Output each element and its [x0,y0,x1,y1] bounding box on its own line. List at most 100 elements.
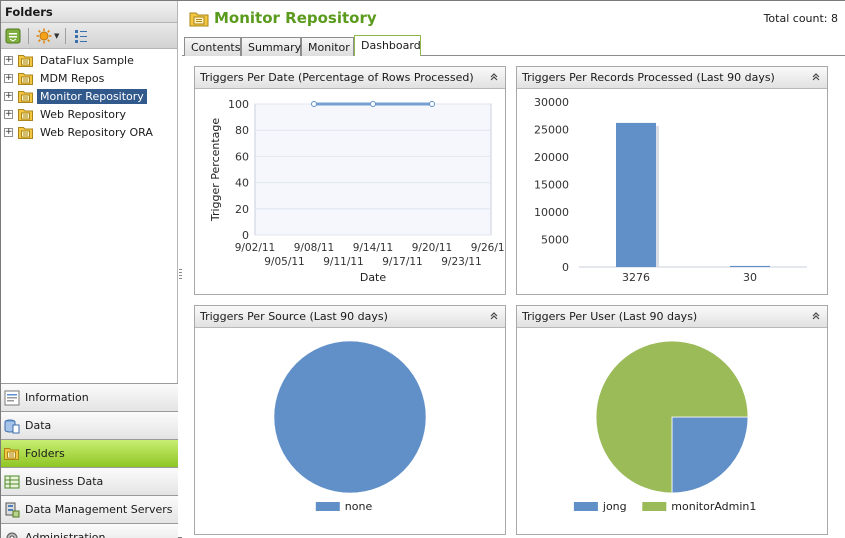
tree-item-label: MDM Repos [40,71,105,85]
bar-chart: 0 5000 10000 15000 20000 25000 30000 3276 30 [534,96,807,284]
y-tick-label: 20 [235,203,249,216]
servers-icon [4,502,20,518]
pie-chart-source: none [273,340,427,513]
panel-title: Triggers Per User (Last 90 days) [522,310,698,323]
plot-area [254,103,492,236]
legend-swatch [573,502,598,511]
sidebar: Folders ▼ + DataFlux Sample + MDM Repos + Mon… [1,1,178,538]
new-item-icon[interactable] [35,27,53,45]
x-tick-label: 9/23/11 [441,256,481,268]
data-point [429,101,435,107]
panel-title: Triggers Per Source (Last 90 days) [200,310,388,323]
toolbar-separator [28,27,29,44]
repository-folder-icon [18,89,33,103]
x-tick-label: 9/17/11 [382,256,422,268]
collapse-all-icon[interactable] [4,27,22,45]
collapse-icon[interactable] [810,310,822,322]
folders-toolbar: ▼ [1,23,177,49]
y-tick-label: 60 [235,150,249,163]
page-header: Monitor Repository Total count: 8 [182,1,845,37]
tree-item[interactable]: + DataFlux Sample [1,51,177,69]
nav-item-label: Business Data [25,475,104,488]
collapse-icon[interactable] [488,310,500,322]
nav-item-administration[interactable]: Administration [1,523,178,538]
nav-item-data-management-servers[interactable]: Data Management Servers [1,495,178,523]
tab-monitor[interactable]: Monitor [301,37,354,56]
y-tick-label: 100 [228,98,249,111]
tab-summary[interactable]: Summary [241,37,301,56]
list-view-icon[interactable] [72,27,90,45]
nav-item-data[interactable]: Data [1,411,178,439]
data-icon [4,418,20,434]
y-tick-label: 80 [235,124,249,137]
tab-dashboard[interactable]: Dashboard [354,35,421,56]
tree-item-label: Monitor Repository [37,88,147,104]
legend-swatch [642,502,667,511]
x-tick-label: 9/02/11 [235,242,275,254]
splitter-handle[interactable] [179,269,182,281]
x-tick-label: 9/11/11 [323,256,363,268]
tree-item[interactable]: + MDM Repos [1,69,177,87]
panel-triggers-per-date: Triggers Per Date (Percentage of Rows Pr… [194,66,506,295]
y-tick-label: 15000 [534,179,569,192]
nav-item-business-data[interactable]: Business Data [1,467,178,495]
expand-icon[interactable]: + [4,108,13,119]
tree-item[interactable]: + Web Repository ORA [1,123,177,141]
nav-item-information[interactable]: Information [1,383,178,411]
total-count: Total count: 8 [763,12,838,25]
panel-title: Triggers Per Date (Percentage of Rows Pr… [200,71,474,84]
repository-folder-icon [18,125,33,139]
x-axis-label: Date [360,271,387,284]
y-tick-label: 0 [242,229,249,242]
panel-triggers-per-source: Triggers Per Source (Last 90 days) none [194,305,506,535]
x-tick-label: 9/05/11 [264,256,304,268]
nav-item-label: Folders [25,447,65,460]
x-tick-label: 9/14/11 [353,242,393,254]
data-point [311,101,317,107]
y-axis-label: Trigger Percentage [209,118,222,223]
tree-item[interactable]: + Monitor Repository [1,87,177,105]
y-tick-label: 10000 [534,206,569,219]
tab-contents[interactable]: Contents [184,37,241,56]
repository-icon [189,12,209,27]
panel-triggers-per-records: Triggers Per Records Processed (Last 90 … [516,66,828,295]
legend-swatch [315,502,340,511]
legend-label: monitorAdmin1 [671,500,756,513]
y-tick-label: 0 [562,261,569,274]
panel-title: Triggers Per Records Processed (Last 90 … [522,71,775,84]
x-tick-label: 9/20/11 [412,242,452,254]
panel-triggers-per-user: Triggers Per User (Last 90 days) jong mon… [516,305,828,535]
expand-icon[interactable]: + [4,54,13,65]
repository-folder-icon [18,53,33,67]
business-data-icon [4,474,20,490]
data-point [370,101,376,107]
legend-label: none [345,500,373,513]
bar [730,265,770,267]
folder-tree: + DataFlux Sample + MDM Repos + Monitor Repos… [1,49,177,141]
x-tick-label: 9/26/11 [471,242,505,254]
pie-slice [671,416,749,494]
tree-item-label: Web Repository [40,107,126,121]
collapse-icon[interactable] [488,71,500,83]
folders-panel-title: Folders [1,1,177,23]
toolbar-separator [65,27,67,44]
page-title: Monitor Repository [214,9,377,27]
folders-icon [4,446,20,462]
expand-icon[interactable]: + [4,90,13,101]
navigation-pane: Information Data Folders Business Data Data … [1,383,178,538]
nav-item-label: Data Management Servers [25,503,173,516]
y-tick-label: 25000 [534,124,569,137]
pie-chart-user: jong monitorAdmin1 [573,340,756,513]
expand-icon[interactable]: + [4,126,13,137]
dropdown-arrow-icon[interactable]: ▼ [54,31,60,40]
repository-folder-icon [18,107,33,121]
nav-item-folders[interactable]: Folders [1,439,178,467]
tree-item-label: DataFlux Sample [40,53,134,67]
administration-icon [4,530,20,538]
expand-icon[interactable]: + [4,72,13,83]
information-icon [4,390,20,406]
nav-item-label: Administration [25,531,106,538]
x-tick-label: 9/08/11 [294,242,334,254]
collapse-icon[interactable] [810,71,822,83]
tree-item[interactable]: + Web Repository [1,105,177,123]
